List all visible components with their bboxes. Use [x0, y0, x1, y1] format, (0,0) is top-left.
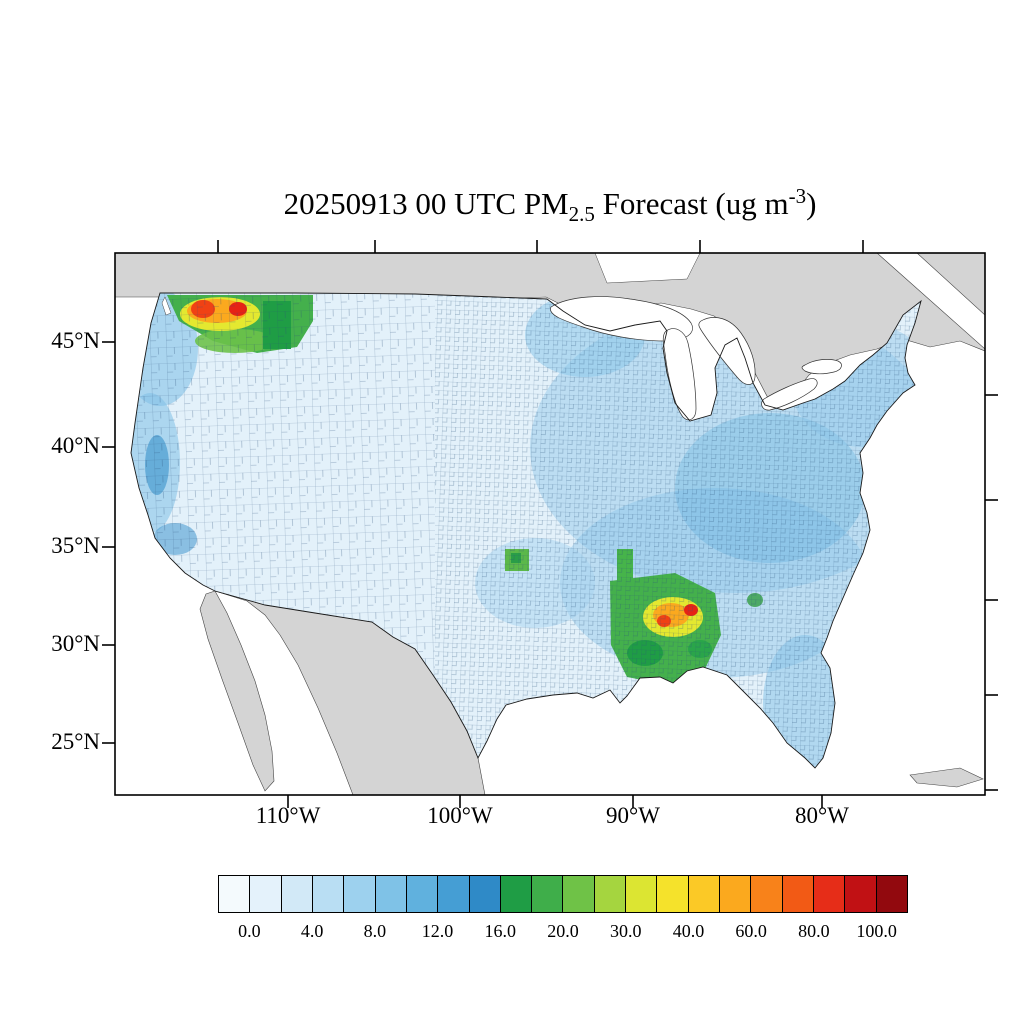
title-superscript: -3 — [788, 184, 807, 208]
colorbar-cell — [219, 876, 251, 912]
lat-tick-label: 40°N — [51, 433, 100, 458]
axis-ticks — [102, 240, 998, 808]
colorbar-tick-label: 60.0 — [735, 921, 767, 941]
lon-tick-label: 90°W — [606, 803, 660, 828]
canada-notch — [594, 253, 701, 284]
colorbar-cell — [720, 876, 752, 912]
colorbar-cell — [406, 876, 439, 912]
colorbar-cell — [813, 876, 846, 912]
colorbar-cell — [626, 876, 658, 912]
colorbar-cell — [281, 876, 313, 912]
colorbar-cell — [782, 876, 814, 912]
cuba-island — [909, 767, 984, 788]
lake-erie — [761, 378, 818, 411]
colorbar-cell — [375, 876, 407, 912]
lake-huron — [698, 317, 756, 385]
colorbar-tick-label: 4.0 — [300, 921, 324, 941]
colorbar-cell — [250, 876, 282, 912]
colorbar-tick-label: 0.0 — [238, 921, 261, 941]
colorbar-cell — [469, 876, 501, 912]
colorbar-cell — [344, 876, 376, 912]
colorbar-tick-label: 40.0 — [672, 921, 705, 941]
colorbar-cell — [845, 876, 877, 912]
lat-tick-label: 30°N — [51, 631, 100, 656]
great-lakes — [550, 296, 842, 421]
title-subscript: 2.5 — [568, 202, 595, 226]
lake-ontario — [801, 359, 842, 375]
lon-tick-label: 100°W — [427, 803, 493, 828]
colorbar-tick-label: 100.0 — [856, 921, 897, 941]
colorbar-cell — [594, 876, 627, 912]
lon-tick-label: 80°W — [795, 803, 849, 828]
title-suffix: ) — [806, 186, 817, 221]
colorbar-cell — [563, 876, 595, 912]
colorbar-tick-label: 16.0 — [484, 921, 517, 941]
title-prefix: 20250913 00 UTC PM — [283, 186, 569, 221]
plot-box-border — [114, 252, 986, 796]
colorbar-tick-label: 8.0 — [363, 921, 387, 941]
colorbar-cell — [657, 876, 689, 912]
colorbar-cell — [876, 876, 907, 912]
colorbar-tick-label: 30.0 — [609, 921, 642, 941]
lake-superior — [550, 296, 693, 342]
colorbar-cell — [532, 876, 564, 912]
colorbar-cell — [751, 876, 783, 912]
colorbar-tick-label: 20.0 — [547, 921, 579, 941]
colorbar — [218, 875, 908, 913]
lat-tick-label: 35°N — [51, 533, 100, 558]
figure-title: 20250913 00 UTC PM2.5 Forecast (ug m-3) — [115, 184, 985, 227]
lake-michigan — [662, 328, 697, 421]
colorbar-cell — [312, 876, 345, 912]
lat-tick-label: 45°N — [51, 328, 100, 353]
baja-peninsula — [199, 590, 275, 792]
lon-tick-label: 110°W — [255, 803, 321, 828]
title-middle: Forecast (ug m — [594, 186, 789, 221]
colorbar-tick-label: 12.0 — [421, 921, 454, 941]
colorbar-cell — [688, 876, 720, 912]
colorbar-cell — [438, 876, 470, 912]
puget-sound — [161, 296, 172, 316]
colorbar-tick-label: 80.0 — [798, 921, 830, 941]
lat-tick-label: 25°N — [51, 729, 100, 754]
colorbar-cell — [500, 876, 533, 912]
st-lawrence-channel — [876, 253, 985, 350]
